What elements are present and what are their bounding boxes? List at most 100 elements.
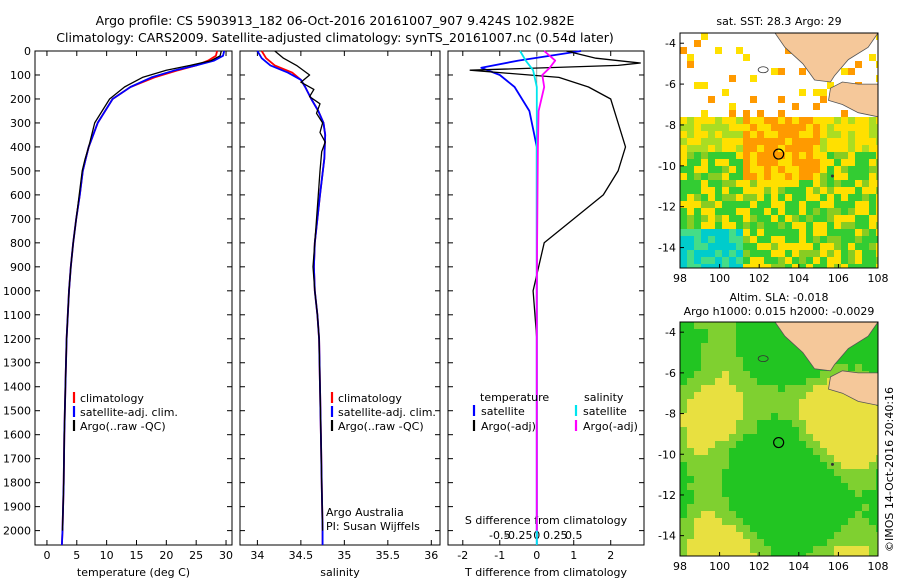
map-y-tick-label: -10 (658, 160, 676, 173)
map-cell (792, 553, 799, 556)
map-cell (848, 539, 855, 546)
map-cell (764, 250, 771, 257)
map-cell (764, 378, 771, 385)
map-cell (834, 532, 841, 539)
map-cell (820, 448, 827, 455)
map-cell (869, 413, 876, 420)
map-cell (750, 138, 757, 145)
map-cell (862, 490, 869, 497)
map-cell (806, 145, 813, 152)
map-cell (680, 455, 687, 462)
map-cell (729, 420, 736, 427)
map-cell (848, 187, 855, 194)
map-cell (708, 441, 715, 448)
map-cell (813, 413, 820, 420)
map-cell (792, 441, 799, 448)
map-cell (834, 222, 841, 229)
map-cell (820, 525, 827, 532)
map-cell (855, 497, 862, 504)
map-cell (841, 138, 848, 145)
map-cell (743, 539, 750, 546)
map-cell (757, 469, 764, 476)
map-cell (736, 124, 743, 131)
map-cell (757, 173, 764, 180)
map-cell (680, 208, 687, 215)
map-cell (722, 336, 729, 343)
map-cell (764, 371, 771, 378)
map-cell (729, 145, 736, 152)
top-axis-label: S difference from climatology (465, 514, 628, 527)
map-cell (792, 392, 799, 399)
map-cell (792, 343, 799, 350)
map-cell (778, 243, 785, 250)
map-cell (736, 371, 743, 378)
map-cell (722, 173, 729, 180)
map-cell (701, 378, 708, 385)
map-cell (729, 483, 736, 490)
map-cell (757, 145, 764, 152)
map-cell (722, 497, 729, 504)
map-cell (848, 138, 855, 145)
map-cell (708, 343, 715, 350)
legend-title: temperature (480, 391, 549, 404)
map-cell (680, 462, 687, 469)
map-cell (729, 103, 736, 110)
map-cell (834, 497, 841, 504)
map-cell (743, 469, 750, 476)
map-cell (806, 229, 813, 236)
map-cell (750, 145, 757, 152)
map-cell (729, 364, 736, 371)
map-cell (820, 378, 827, 385)
x-tick-label-diff: -1 (494, 549, 505, 562)
map-cell (764, 194, 771, 201)
map-cell (841, 539, 848, 546)
map-cell (694, 546, 701, 553)
map-cell (862, 343, 869, 350)
map-cell (736, 336, 743, 343)
map-x-tick-label: 104 (788, 560, 809, 573)
map-cell (827, 236, 834, 243)
map-cell (729, 250, 736, 257)
map-cell (834, 201, 841, 208)
map-cell (778, 392, 785, 399)
map-cell (855, 243, 862, 250)
map-cell (876, 504, 878, 511)
map-cell (869, 434, 876, 441)
map-cell (785, 194, 792, 201)
map-cell (806, 131, 813, 138)
map-cell (827, 469, 834, 476)
map-cell (764, 173, 771, 180)
map-cell (862, 546, 869, 553)
map-cell (729, 392, 736, 399)
map-cell (687, 532, 694, 539)
map-cell (708, 357, 715, 364)
x-tick-label-temp: 25 (189, 549, 203, 562)
map-cell (869, 336, 876, 343)
map-cell (862, 427, 869, 434)
map-cell (736, 215, 743, 222)
map-cell (771, 532, 778, 539)
map-cell (834, 138, 841, 145)
map-cell (834, 553, 841, 556)
map-cell (771, 553, 778, 556)
map-cell (834, 187, 841, 194)
map-cell (757, 532, 764, 539)
map-cell (778, 371, 785, 378)
map-cell (855, 250, 862, 257)
map-cell (792, 250, 799, 257)
map-cell (848, 117, 855, 124)
y-tick-label: 500 (10, 165, 31, 178)
map-x-tick-label: 106 (828, 560, 849, 573)
map-cell (778, 68, 785, 75)
map-cell (757, 553, 764, 556)
map-cell (778, 476, 785, 483)
map-cell (715, 159, 722, 166)
map-cell (778, 329, 785, 336)
map-cell (848, 420, 855, 427)
map-cell (813, 525, 820, 532)
map-cell (862, 124, 869, 131)
map-cell (813, 434, 820, 441)
map-cell (687, 469, 694, 476)
map-cell (715, 476, 722, 483)
map-cell (806, 511, 813, 518)
